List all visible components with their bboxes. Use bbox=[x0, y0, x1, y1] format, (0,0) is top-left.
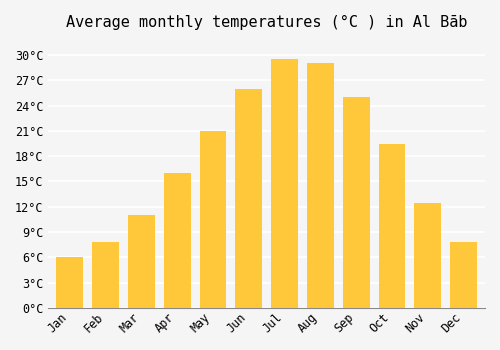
Bar bbox=[236, 89, 262, 308]
Bar bbox=[342, 97, 369, 308]
Title: Average monthly temperatures (°C ) in Al Bāb: Average monthly temperatures (°C ) in Al… bbox=[66, 15, 468, 30]
Bar bbox=[164, 173, 190, 308]
Bar bbox=[271, 59, 298, 308]
Bar bbox=[56, 257, 84, 308]
Bar bbox=[378, 144, 406, 308]
Bar bbox=[414, 203, 441, 308]
Bar bbox=[450, 242, 477, 308]
Bar bbox=[450, 242, 477, 308]
Bar bbox=[236, 89, 262, 308]
Bar bbox=[414, 203, 441, 308]
Bar bbox=[271, 59, 298, 308]
Bar bbox=[164, 173, 190, 308]
Bar bbox=[92, 242, 119, 308]
Bar bbox=[92, 242, 119, 308]
Bar bbox=[128, 215, 155, 308]
Bar bbox=[200, 131, 226, 308]
Bar bbox=[378, 144, 406, 308]
Bar bbox=[56, 257, 84, 308]
Bar bbox=[307, 63, 334, 308]
Bar bbox=[307, 63, 334, 308]
Bar bbox=[128, 215, 155, 308]
Bar bbox=[342, 97, 369, 308]
Bar bbox=[200, 131, 226, 308]
